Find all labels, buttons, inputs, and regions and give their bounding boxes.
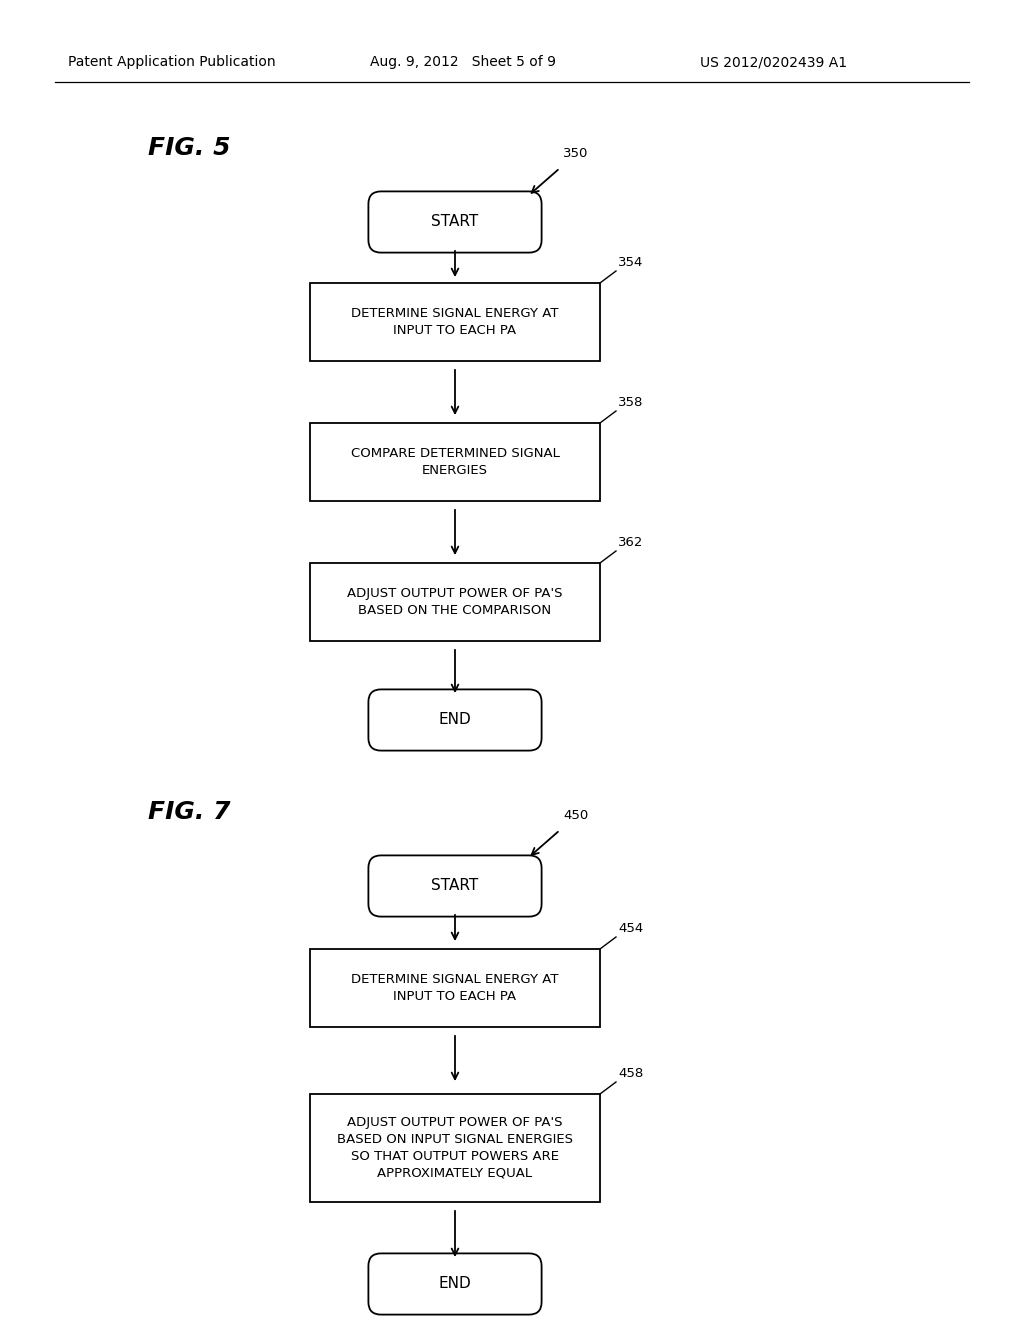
Text: START: START [431, 879, 478, 894]
Text: Patent Application Publication: Patent Application Publication [68, 55, 275, 69]
Bar [310, 422, 600, 502]
FancyBboxPatch shape [369, 689, 542, 751]
Text: 454: 454 [618, 921, 643, 935]
FancyBboxPatch shape [369, 1254, 542, 1315]
Text: 350: 350 [563, 147, 589, 160]
Bar [310, 949, 600, 1027]
Text: ADJUST OUTPUT POWER OF PA'S
BASED ON THE COMPARISON: ADJUST OUTPUT POWER OF PA'S BASED ON THE… [347, 587, 563, 616]
Text: US 2012/0202439 A1: US 2012/0202439 A1 [700, 55, 847, 69]
Text: FIG. 7: FIG. 7 [148, 800, 230, 824]
Bar [310, 1094, 600, 1203]
Text: END: END [438, 713, 471, 727]
Text: DETERMINE SIGNAL ENERGY AT
INPUT TO EACH PA: DETERMINE SIGNAL ENERGY AT INPUT TO EACH… [351, 973, 559, 1003]
Text: 358: 358 [618, 396, 643, 409]
Text: END: END [438, 1276, 471, 1291]
Bar [310, 282, 600, 360]
Text: 458: 458 [618, 1067, 643, 1080]
Text: Aug. 9, 2012   Sheet 5 of 9: Aug. 9, 2012 Sheet 5 of 9 [370, 55, 556, 69]
Bar [310, 564, 600, 642]
Text: 450: 450 [563, 809, 588, 822]
Text: 362: 362 [618, 536, 643, 549]
FancyBboxPatch shape [369, 855, 542, 916]
Text: 354: 354 [618, 256, 643, 269]
Text: DETERMINE SIGNAL ENERGY AT
INPUT TO EACH PA: DETERMINE SIGNAL ENERGY AT INPUT TO EACH… [351, 308, 559, 337]
FancyBboxPatch shape [369, 191, 542, 252]
Text: ADJUST OUTPUT POWER OF PA'S
BASED ON INPUT SIGNAL ENERGIES
SO THAT OUTPUT POWERS: ADJUST OUTPUT POWER OF PA'S BASED ON INP… [337, 1115, 573, 1180]
Text: START: START [431, 214, 478, 230]
Text: COMPARE DETERMINED SIGNAL
ENERGIES: COMPARE DETERMINED SIGNAL ENERGIES [350, 447, 559, 477]
Text: FIG. 5: FIG. 5 [148, 136, 230, 160]
